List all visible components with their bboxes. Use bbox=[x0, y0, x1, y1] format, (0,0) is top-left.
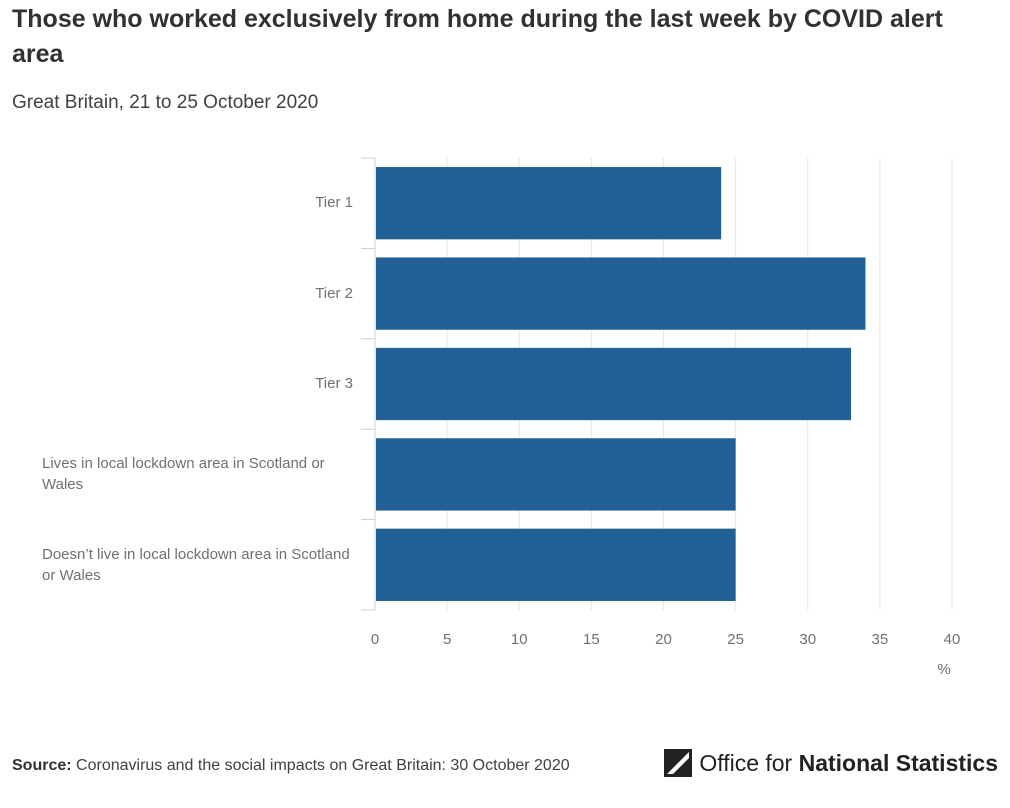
x-tick-label: 35 bbox=[872, 631, 889, 648]
chart-subtitle: Great Britain, 21 to 25 October 2020 bbox=[12, 92, 319, 113]
chart-title: Those who worked exclusively from home d… bbox=[12, 5, 943, 68]
x-tick-label: 15 bbox=[583, 631, 600, 648]
source-note: Source: Coronavirus and the social impac… bbox=[12, 757, 570, 775]
category-label: Doesn’t live in local lockdown area in S… bbox=[42, 545, 350, 584]
x-tick-label: 30 bbox=[799, 631, 816, 648]
ons-logo-strong: National Statistics bbox=[798, 749, 998, 776]
ons-logo-icon bbox=[664, 749, 693, 777]
x-tick-label: 20 bbox=[655, 631, 672, 648]
x-tick-label: 5 bbox=[443, 631, 451, 648]
bar-chart: 0 5 10 15 20 25 30 35 40% bbox=[361, 157, 961, 678]
bar bbox=[376, 257, 866, 330]
category-label: Tier 3 bbox=[315, 375, 353, 392]
ons-logo-prefix: Office for bbox=[699, 749, 799, 776]
bar bbox=[376, 528, 736, 601]
category-label: Tier 2 bbox=[315, 284, 353, 302]
category-label: Tier 1 bbox=[315, 194, 353, 212]
bar bbox=[376, 438, 736, 511]
bar bbox=[376, 347, 852, 421]
x-tick-label: 0 bbox=[371, 631, 379, 648]
source-text: Coronavirus and the social impacts on Gr… bbox=[76, 757, 570, 774]
x-tick-label: 40 bbox=[944, 631, 961, 648]
source-label: Source: bbox=[12, 757, 72, 774]
ons-logo[interactable]: Office for National Statistics bbox=[663, 748, 998, 778]
x-axis-label: % bbox=[937, 661, 950, 678]
bar bbox=[376, 167, 722, 240]
x-tick-label: 10 bbox=[511, 631, 528, 648]
x-tick-label: 25 bbox=[727, 631, 744, 648]
category-label: Lives in local lockdown area in Scotland… bbox=[42, 455, 325, 494]
